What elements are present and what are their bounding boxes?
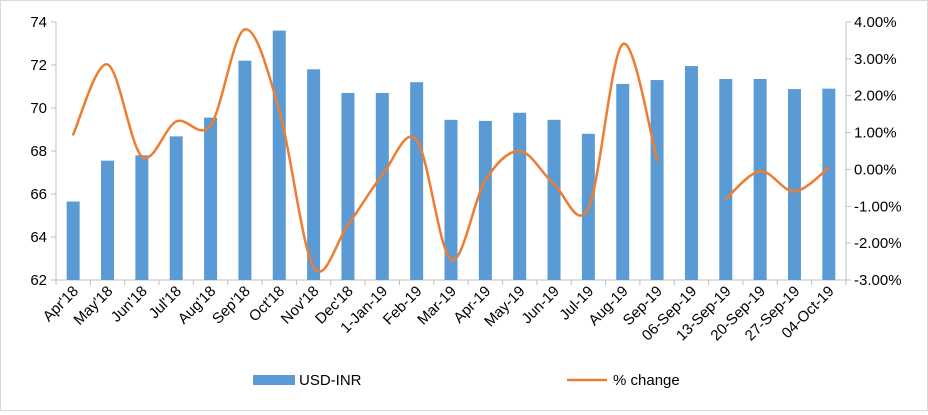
bar-usd-inr bbox=[169, 136, 183, 280]
bar-usd-inr bbox=[513, 112, 527, 280]
legend-bar-label: USD-INR bbox=[299, 372, 362, 389]
x-axis-tick-label: Jun-19 bbox=[518, 283, 562, 327]
bar-usd-inr bbox=[341, 92, 355, 280]
bar-usd-inr bbox=[650, 80, 664, 280]
bar-usd-inr bbox=[135, 155, 149, 280]
legend-bar-swatch bbox=[253, 375, 295, 385]
right-axis-tick-label: 1.00% bbox=[854, 125, 897, 142]
left-axis-tick-label: 72 bbox=[30, 57, 47, 74]
bar-usd-inr bbox=[204, 117, 218, 280]
left-axis-tick-label: 64 bbox=[30, 229, 47, 246]
bar-usd-inr bbox=[616, 83, 630, 280]
left-axis-tick-label: 74 bbox=[30, 14, 47, 31]
line-pct-change bbox=[724, 166, 831, 201]
x-axis-tick-label: Aug'18 bbox=[175, 283, 220, 328]
bar-series bbox=[66, 30, 836, 281]
bar-usd-inr bbox=[375, 92, 389, 280]
x-axis-tick-label: Mar-19 bbox=[414, 283, 460, 329]
bar-usd-inr bbox=[307, 69, 321, 280]
left-axis-tick-label: 70 bbox=[30, 100, 47, 117]
right-axis-tick-label: -3.00% bbox=[854, 272, 902, 289]
x-axis-tick-label: Nov'18 bbox=[278, 283, 323, 328]
bar-usd-inr bbox=[478, 120, 492, 281]
left-axis-tick-label: 68 bbox=[30, 143, 47, 160]
bar-usd-inr bbox=[444, 119, 458, 280]
right-axis-tick-label: -2.00% bbox=[854, 235, 902, 252]
bar-usd-inr bbox=[410, 82, 424, 280]
bar-usd-inr bbox=[272, 30, 286, 280]
x-axis-tick-label: Jun'18 bbox=[108, 283, 151, 326]
line-pct-change bbox=[71, 28, 659, 273]
bar-usd-inr bbox=[238, 60, 252, 281]
bar-usd-inr bbox=[101, 160, 115, 280]
bar-usd-inr bbox=[66, 201, 80, 280]
right-axis-tick-label: 3.00% bbox=[854, 51, 897, 68]
x-axis-tick-label: Sep'18 bbox=[209, 283, 254, 328]
bar-usd-inr bbox=[684, 66, 698, 280]
line-series bbox=[71, 28, 831, 273]
right-axis-tick-label: 0.00% bbox=[854, 161, 897, 178]
bar-usd-inr bbox=[547, 119, 561, 280]
right-axis-tick-label: 2.00% bbox=[854, 88, 897, 105]
right-axis-tick-label: 4.00% bbox=[854, 14, 897, 31]
right-axis-tick-label: -1.00% bbox=[854, 198, 902, 215]
bar-usd-inr bbox=[822, 88, 836, 281]
left-axis-tick-label: 62 bbox=[30, 272, 47, 289]
bar-usd-inr bbox=[753, 78, 767, 280]
legend: USD-INR % change bbox=[253, 372, 680, 389]
x-axis-tick-label: May'18 bbox=[70, 283, 116, 329]
legend-line-label: % change bbox=[613, 372, 680, 389]
bar-usd-inr bbox=[787, 89, 801, 280]
bar-usd-inr bbox=[719, 78, 733, 280]
tick-labels: 62 64 66 68 70 72 74 -3.00% -2.00% -1.00% 0.00% 1.0… bbox=[30, 14, 901, 344]
left-axis-tick-label: 66 bbox=[30, 186, 47, 203]
